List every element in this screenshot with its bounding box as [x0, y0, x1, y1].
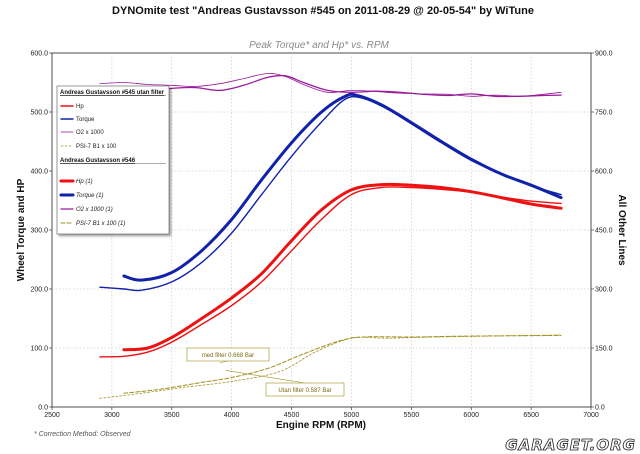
y2-axis-label: All Other Lines [616, 194, 627, 266]
series-lines [99, 73, 563, 399]
x-axis-ticks: 2500 3000 3500 4000 4500 5000 5500 6000 6500 7000 [44, 407, 599, 419]
legend-entry-label: Hp [76, 104, 84, 110]
series-line-torque-1 [122, 92, 563, 282]
legend-entry-label: O2 x 1000 [76, 130, 104, 136]
y2-tick-label: 750.0 [595, 110, 613, 117]
chart-title: DYNOmite test "Andreas Gustavsson #545 o… [112, 5, 534, 17]
y2-tick-label: 150.0 [595, 346, 613, 353]
legend-entry-label: PSI-7 B1 x 100 [76, 144, 117, 150]
legend-group-heading: Andreas Gustavsson #545 utan filter [60, 90, 165, 96]
legend: Andreas Gustavsson #545 utan filter Hp Tor… [56, 85, 170, 235]
legend-box [56, 85, 170, 235]
annotation-leader [225, 370, 306, 384]
chart-subtitle: Peak Torque* and Hp* vs. RPM [249, 40, 389, 51]
legend-entry-label: Hp (1) [76, 179, 93, 185]
legend-entry-label: O2 x 1000 (1) [76, 207, 113, 213]
annotation-label: Utan filter 0.587 Bar [278, 388, 331, 394]
y-tick-label: 600.0 [30, 51, 48, 58]
series-line-o2-x-1000-1 [123, 74, 562, 98]
y-tick-label: 0.0 [38, 405, 48, 412]
x-tick-label: 3500 [164, 412, 180, 419]
annotation-label: med filter 0.668 Bar [202, 353, 254, 359]
y-tick-label: 300.0 [30, 228, 48, 235]
x-tick-label: 5000 [344, 412, 360, 419]
series-line-psi-7-b1-x-100 [99, 334, 562, 399]
y-tick-label: 400.0 [30, 169, 48, 176]
legend-entry-label: PSI-7 B1 x 100 (1) [76, 221, 125, 227]
y2-axis-ticks: 0.0 150.0 300.0 450.0 600.0 750.0 900.0 [591, 51, 613, 412]
y-tick-label: 100.0 [30, 346, 48, 353]
watermark: GARAGET.ORG [505, 436, 636, 454]
annotation-box [186, 347, 270, 362]
x-tick-label: 2500 [44, 412, 60, 419]
y2-tick-label: 300.0 [595, 287, 613, 294]
series-line-hp-1 [122, 182, 563, 352]
x-tick-label: 5500 [404, 412, 420, 419]
annotation-box [265, 382, 345, 397]
x-tick-label: 6000 [463, 412, 479, 419]
legend-entry-label: Torque [76, 117, 95, 123]
footnote: * Correction Method: Observed [34, 431, 132, 438]
x-tick-label: 4000 [224, 412, 240, 419]
y2-tick-label: 450.0 [595, 228, 613, 235]
x-tick-label: 6500 [523, 412, 539, 419]
y-axis-label: Wheel Torque and HP [16, 178, 27, 281]
x-tick-label: 7000 [583, 412, 599, 419]
x-tick-label: 3000 [104, 412, 120, 419]
y2-tick-label: 900.0 [595, 51, 613, 58]
y2-tick-label: 600.0 [595, 169, 613, 176]
y-tick-label: 500.0 [30, 110, 48, 117]
x-axis-label: Engine RPM (RPM) [276, 420, 366, 431]
legend-entry-label: Torque (1) [76, 193, 103, 199]
y2-tick-label: 0.0 [595, 405, 605, 412]
legend-group-heading: Andreas Gustavsson #546 [60, 158, 136, 164]
x-tick-label: 4500 [284, 412, 300, 419]
y-axis-ticks: 0.0 100.0 200.0 300.0 400.0 500.0 600.0 [30, 51, 52, 412]
y-tick-label: 200.0 [30, 287, 48, 294]
annotations: med filter 0.668 Bar Utan filter 0.587 Ba… [186, 347, 345, 397]
series-line-psi-7-b1-x-100-1 [123, 334, 562, 394]
